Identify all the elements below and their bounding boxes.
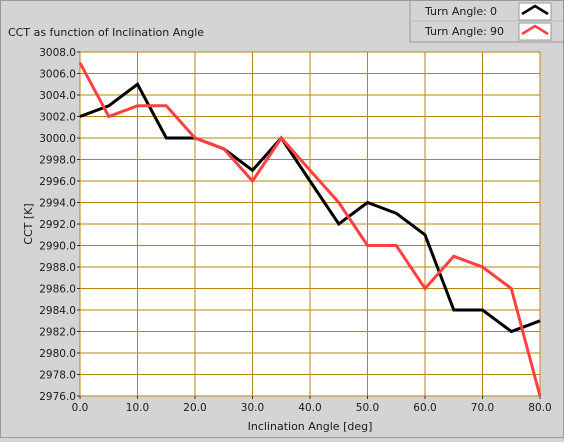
y-tick-label: 2988.0 <box>39 262 76 274</box>
y-tick-label: 3000.0 <box>39 133 76 145</box>
x-tick-label: 50.0 <box>356 402 379 414</box>
x-tick-label: 30.0 <box>241 402 264 414</box>
x-tick-label: 60.0 <box>413 402 436 414</box>
y-tick-label: 2986.0 <box>39 284 76 296</box>
legend-value-0: 0 <box>490 5 497 18</box>
y-tick-label: 2978.0 <box>39 370 76 382</box>
y-tick-label: 2990.0 <box>39 241 76 253</box>
x-tick-label: 80.0 <box>528 402 551 414</box>
x-tick-label: 70.0 <box>471 402 494 414</box>
x-axis-label: Inclination Angle [deg] <box>248 420 373 433</box>
legend-label-0: Turn Angle: <box>424 5 487 18</box>
y-tick-label: 2982.0 <box>39 327 76 339</box>
y-tick-label: 2980.0 <box>39 348 76 360</box>
y-tick-label: 2992.0 <box>39 219 76 231</box>
y-tick-label: 2996.0 <box>39 176 76 188</box>
y-axis-label: CCT [K] <box>22 203 35 244</box>
y-tick-label: 3004.0 <box>39 90 76 102</box>
y-tick-label: 2984.0 <box>39 305 76 317</box>
y-tick-label: 3006.0 <box>39 69 76 81</box>
x-tick-label: 0.0 <box>72 402 89 414</box>
y-tick-label: 3002.0 <box>39 112 76 124</box>
y-tick-label: 3008.0 <box>39 47 76 59</box>
y-tick-label: 2994.0 <box>39 198 76 210</box>
x-tick-label: 10.0 <box>126 402 149 414</box>
legend-value-1: 90 <box>490 25 504 38</box>
y-tick-label: 2976.0 <box>39 391 76 403</box>
x-tick-label: 40.0 <box>298 402 321 414</box>
chart-title: CCT as function of Inclination Angle <box>8 26 204 39</box>
y-axis-ticks: 3008.0 3006.0 3004.0 3002.0 3000.0 2998.0 2996… <box>39 47 80 403</box>
y-tick-label: 2998.0 <box>39 155 76 167</box>
x-axis-ticks: 0.0 10.0 20.0 30.0 40.0 50.0 60.0 70.0 80.0 <box>72 396 552 414</box>
legend-label-1: Turn Angle: <box>424 25 487 38</box>
x-tick-label: 20.0 <box>183 402 206 414</box>
